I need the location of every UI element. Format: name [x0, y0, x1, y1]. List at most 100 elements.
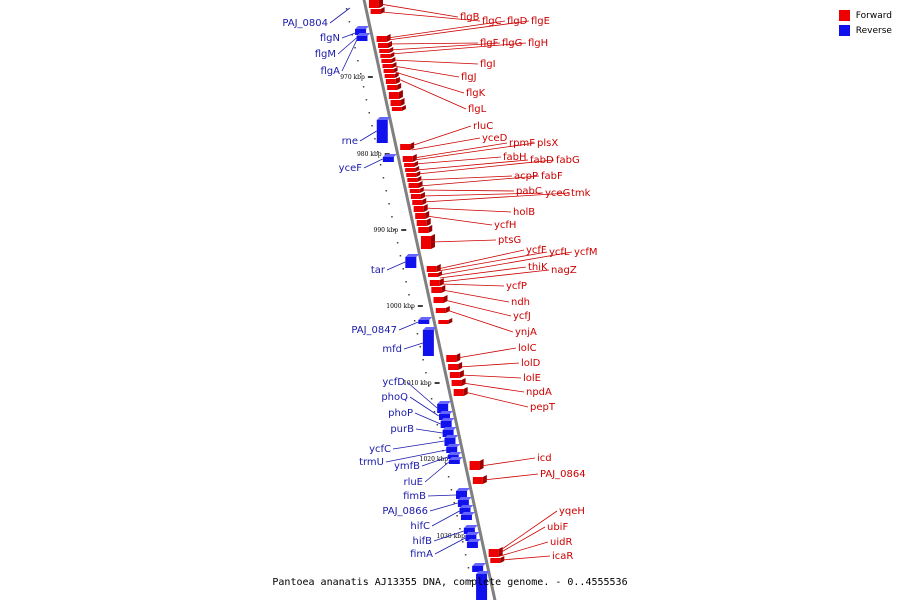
reverse-gene-block	[460, 512, 475, 520]
genome-caption: Pantoea ananatis AJ13355 DNA, complete g…	[272, 577, 628, 588]
leader-line	[418, 175, 513, 181]
forward-gene-label: plsX	[537, 138, 558, 149]
reverse-gene-block	[442, 427, 457, 437]
reverse-gene-block	[446, 444, 461, 453]
forward-gene-label: flgF	[480, 38, 499, 49]
forward-gene-label: holB	[513, 207, 535, 218]
forward-gene-label: flgK	[466, 88, 486, 99]
leader-line	[385, 449, 447, 463]
forward-gene-label: lolD	[521, 358, 541, 369]
leader-line	[359, 130, 377, 142]
forward-gene-block	[426, 264, 441, 272]
forward-gene-block	[438, 318, 453, 324]
scale-dot	[408, 294, 410, 296]
forward-gene-block	[388, 90, 403, 99]
forward-gene-block	[428, 271, 443, 277]
reverse-gene-label: purB	[390, 424, 414, 435]
leader-line	[414, 412, 441, 425]
scale-dot	[382, 177, 385, 179]
forward-gene-label: flgC	[482, 16, 502, 27]
forward-gene-label: flgD	[507, 16, 528, 27]
reverse-gene-label: PAJ_0804	[282, 18, 328, 29]
scale-dot	[416, 333, 419, 335]
reverse-gene-label: fimB	[403, 491, 426, 502]
forward-gene-label: yceG	[545, 188, 570, 199]
reverse-gene-block	[405, 254, 420, 268]
forward-gene-block	[469, 459, 484, 470]
scale-dot	[388, 203, 390, 205]
reverse-gene-block	[465, 532, 480, 541]
leader-line	[398, 321, 419, 331]
reverse-gene-label: ycfD	[382, 377, 405, 388]
reverse-gene-block	[382, 154, 397, 162]
leader-line	[427, 494, 457, 497]
scale-dot	[377, 151, 379, 153]
leader-line	[329, 7, 351, 24]
leader-line	[413, 142, 508, 159]
leader-line	[480, 457, 536, 467]
forward-gene-label: rpmF	[509, 138, 535, 149]
reverse-gene-label: fimA	[410, 549, 433, 560]
scale-dot	[365, 99, 368, 101]
reverse-gene-label: flgN	[320, 33, 340, 44]
leader-line	[499, 526, 546, 554]
leader-line	[429, 502, 458, 512]
scale-dot	[436, 424, 439, 426]
reverse-gene-label: PAJ_0847	[351, 325, 397, 336]
kbp-tick-label: 1000 kbp	[386, 303, 415, 310]
kbp-tick-label: 1020 kbp	[420, 456, 449, 463]
leader-line	[498, 510, 558, 552]
leader-line	[424, 461, 450, 483]
leader-line	[440, 283, 505, 287]
reverse-gene-block	[440, 418, 455, 428]
forward-gene-label: yceD	[482, 133, 508, 144]
forward-gene-label: lolE	[523, 373, 541, 384]
scale-dot	[450, 489, 453, 491]
reverse-gene-block	[444, 435, 459, 446]
forward-gene-label: flgE	[531, 16, 550, 27]
forward-gene-block	[418, 225, 433, 233]
leader-line	[395, 77, 467, 110]
forward-gene-label: fabH	[503, 152, 527, 163]
forward-gene-label: flgL	[468, 104, 487, 115]
forward-gene-label: ycfM	[574, 247, 598, 258]
reverse-gene-block	[457, 497, 472, 507]
forward-gene-block	[387, 83, 402, 90]
forward-gene-block	[435, 306, 450, 313]
leader-line	[390, 42, 527, 55]
scale-dot	[428, 385, 430, 387]
reverse-gene-label: hifC	[410, 521, 430, 532]
scale-dot	[462, 541, 464, 543]
scale-dot	[411, 307, 413, 309]
forward-gene-block	[415, 211, 430, 219]
reverse-gene-block	[476, 571, 491, 600]
scale-dot	[362, 86, 365, 88]
forward-gene-block	[420, 234, 435, 249]
leader-line	[438, 251, 573, 276]
forward-gene-label: nagZ	[551, 265, 577, 276]
reverse-gene-label: ycfC	[369, 444, 391, 455]
forward-gene-block	[449, 370, 464, 378]
forward-gene-block	[448, 362, 463, 370]
leader-line	[410, 125, 472, 147]
forward-gene-label: ynjA	[515, 327, 537, 338]
leader-line	[420, 189, 515, 192]
legend-forward: Forward	[838, 8, 892, 23]
leader-line	[438, 251, 548, 272]
scale-dot	[419, 346, 422, 348]
reverse-gene-block	[463, 525, 478, 534]
leader-line	[460, 374, 522, 379]
scale-dot	[385, 190, 388, 192]
leader-line	[424, 207, 512, 213]
leader-line	[462, 382, 525, 393]
forward-gene-block	[431, 285, 446, 293]
scale-dot	[459, 528, 461, 530]
leader-line	[426, 215, 493, 226]
reverse-gene-block	[448, 457, 463, 464]
legend-forward-label: Forward	[855, 10, 892, 21]
leader-line	[415, 428, 443, 434]
leader-line	[337, 37, 357, 55]
kbp-tick-label: 990 kbp	[374, 227, 399, 234]
leader-line	[393, 65, 460, 78]
forward-gene-block	[390, 98, 405, 106]
